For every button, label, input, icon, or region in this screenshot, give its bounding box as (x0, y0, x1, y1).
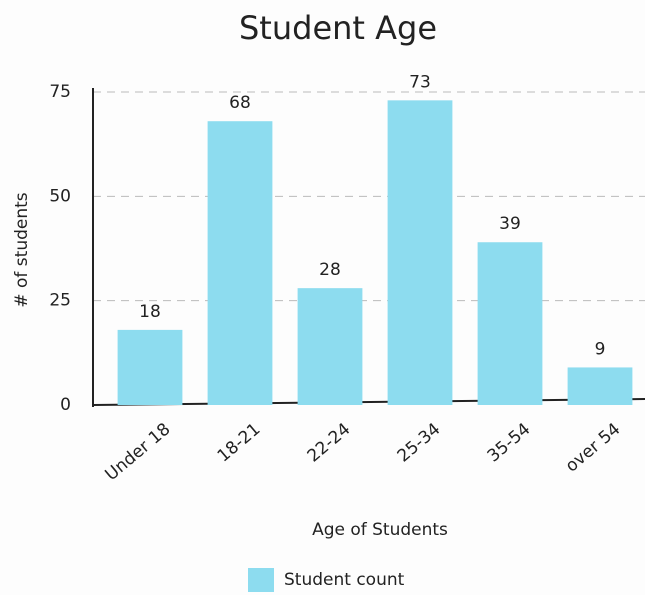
bar (207, 121, 273, 406)
data-label: 73 (409, 72, 431, 92)
data-label: 28 (319, 260, 341, 280)
legend-label: Student count (284, 570, 405, 590)
y-tick-label: 75 (49, 82, 71, 102)
bar (567, 367, 633, 405)
x-axis-label: Age of Students (312, 520, 448, 540)
y-tick-label: 25 (49, 291, 71, 311)
data-label: 9 (595, 339, 606, 359)
bar (477, 242, 543, 405)
bar (117, 329, 183, 405)
legend-swatch (248, 568, 274, 592)
y-tick-label: 50 (49, 186, 71, 206)
data-label: 68 (229, 93, 251, 113)
chart-title: Student Age (239, 9, 437, 47)
data-label: 18 (139, 302, 161, 322)
bar (387, 100, 453, 405)
bar (297, 288, 363, 405)
y-axis-label: # of students (12, 192, 32, 307)
y-tick-label: 0 (60, 395, 71, 415)
data-label: 39 (499, 214, 521, 234)
x-axis (92, 398, 645, 406)
